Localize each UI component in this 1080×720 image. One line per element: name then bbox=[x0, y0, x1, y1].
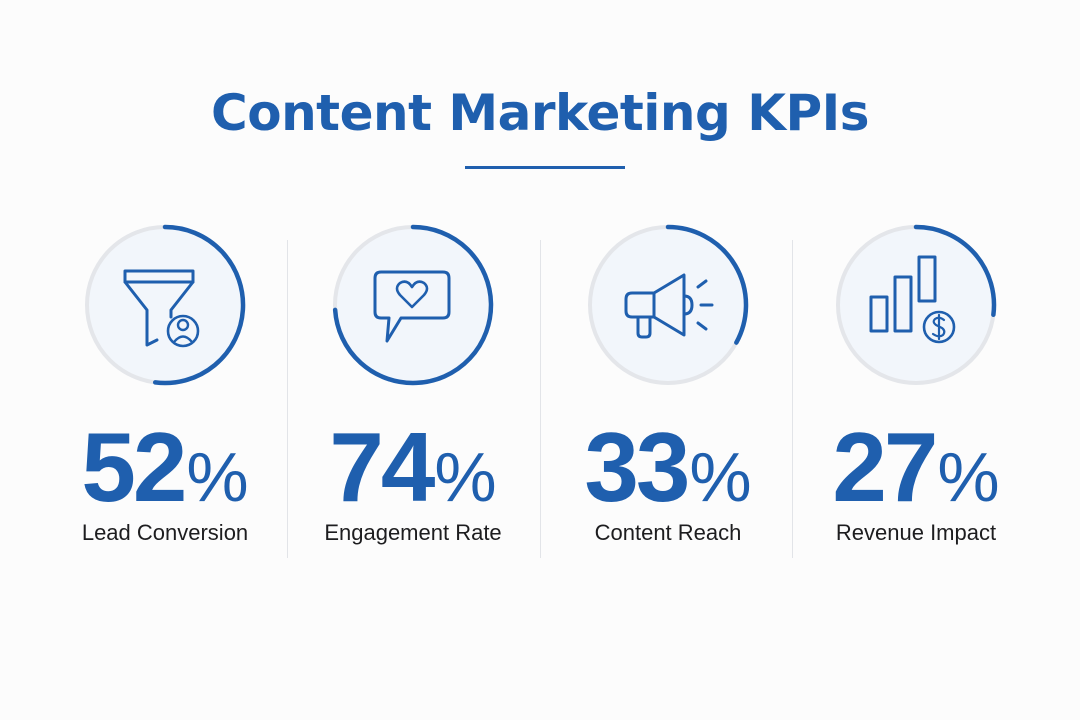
kpi-number: 52 bbox=[81, 412, 187, 522]
column-divider bbox=[540, 240, 541, 558]
ring-disc bbox=[87, 227, 243, 383]
chat-heart-icon bbox=[373, 270, 451, 343]
kpi-unit: % bbox=[937, 438, 1000, 516]
progress-ring bbox=[786, 218, 1046, 393]
ring-disc bbox=[838, 227, 994, 383]
kpi-label: Engagement Rate bbox=[324, 520, 502, 545]
progress-ring bbox=[283, 218, 543, 393]
page-title: Content Marketing KPIs bbox=[211, 84, 869, 142]
funnel-user-icon bbox=[123, 269, 200, 348]
kpi-label: Revenue Impact bbox=[835, 520, 997, 545]
kpi-label: Content Reach bbox=[594, 520, 742, 545]
progress-arc bbox=[332, 224, 494, 386]
kpi-unit: % bbox=[186, 438, 249, 516]
ring-disc bbox=[590, 227, 746, 383]
title-underline bbox=[465, 166, 625, 169]
progress-arc bbox=[913, 224, 997, 318]
kpi-value: 33% bbox=[538, 418, 798, 526]
kpi-number: 33 bbox=[584, 412, 690, 522]
kpi-value: 74% bbox=[283, 418, 543, 526]
kpi-number: 74 bbox=[329, 412, 435, 522]
bar-chart-dollar-icon bbox=[869, 255, 956, 344]
progress-ring bbox=[35, 218, 295, 393]
megaphone-icon bbox=[624, 273, 714, 339]
kpi-unit: % bbox=[689, 438, 752, 516]
column-divider bbox=[792, 240, 793, 558]
column-divider bbox=[287, 240, 288, 558]
progress-ring bbox=[538, 218, 798, 393]
kpi-number: 27 bbox=[832, 412, 938, 522]
kpi-value: 27% bbox=[786, 418, 1046, 526]
progress-arc bbox=[665, 224, 749, 345]
kpi-unit: % bbox=[434, 438, 497, 516]
progress-arc bbox=[152, 224, 246, 386]
kpi-label: Lead Conversion bbox=[81, 520, 249, 545]
kpi-value: 52% bbox=[35, 418, 295, 526]
